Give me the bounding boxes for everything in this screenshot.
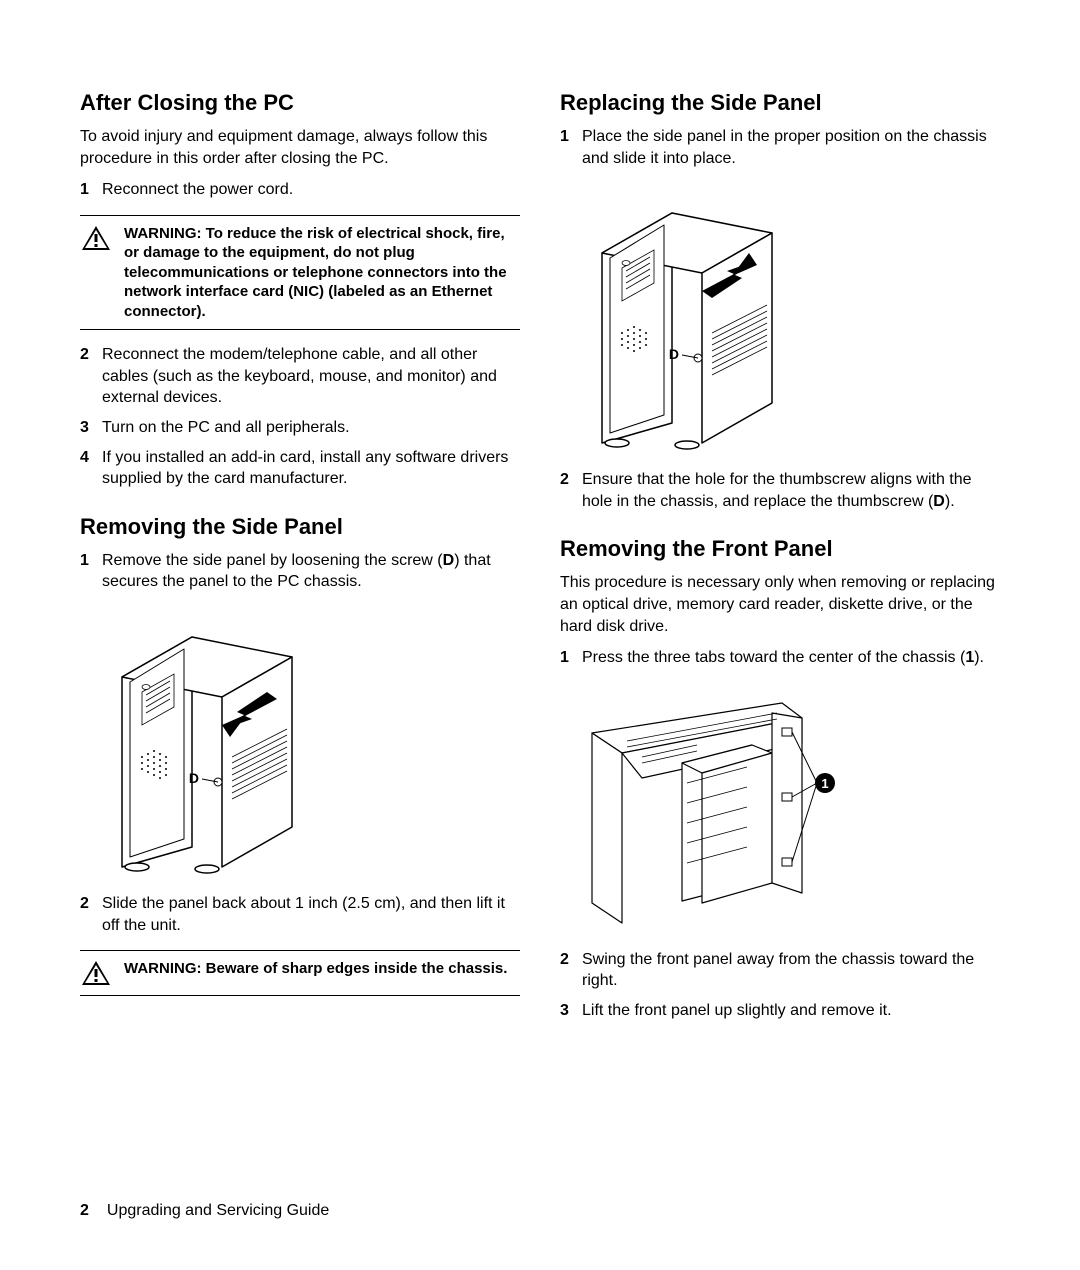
figure-front-panel: 1 [582, 683, 1000, 933]
step-text: Lift the front panel up slightly and rem… [582, 1002, 892, 1019]
step-text: Turn on the PC and all peripherals. [102, 419, 350, 436]
step-text: Remove the side panel by loosening the s… [102, 552, 491, 591]
heading-removing-front: Removing the Front Panel [560, 536, 1000, 562]
step-1: 1Remove the side panel by loosening the … [80, 550, 520, 593]
steps-removing-front-a: 1Press the three tabs toward the center … [560, 647, 1000, 669]
step-text: Ensure that the hole for the thumbscrew … [582, 471, 972, 510]
steps-removing-front-b: 2Swing the front panel away from the cha… [560, 949, 1000, 1022]
figure-label-d: D [189, 770, 199, 786]
step-2: 2Ensure that the hole for the thumbscrew… [560, 469, 1000, 512]
figure-side-panel-remove: D [102, 607, 520, 877]
warning-nic: WARNING: To reduce the risk of electrica… [80, 215, 520, 331]
step-2: 2Slide the panel back about 1 inch (2.5 … [80, 893, 520, 936]
steps-replacing-a: 1Place the side panel in the proper posi… [560, 126, 1000, 169]
step-text: Reconnect the power cord. [102, 181, 293, 198]
step-3: 3Lift the front panel up slightly and re… [560, 1000, 1000, 1022]
steps-after-closing-a: 1Reconnect the power cord. [80, 179, 520, 201]
step-text: Reconnect the modem/telephone cable, and… [102, 346, 497, 406]
warning-icon [80, 224, 112, 252]
heading-replacing-side: Replacing the Side Panel [560, 90, 1000, 116]
step-1: 1Reconnect the power cord. [80, 179, 520, 201]
figure-side-panel-replace: D [582, 183, 1000, 453]
left-column: After Closing the PC To avoid injury and… [80, 90, 520, 1036]
warning-icon [80, 959, 112, 987]
steps-removing-side-a: 1Remove the side panel by loosening the … [80, 550, 520, 593]
step-2: 2Swing the front panel away from the cha… [560, 949, 1000, 992]
heading-removing-side: Removing the Side Panel [80, 514, 520, 540]
page-footer: 2 Upgrading and Servicing Guide [80, 1202, 329, 1220]
footer-title: Upgrading and Servicing Guide [107, 1202, 329, 1219]
step-1: 1Place the side panel in the proper posi… [560, 126, 1000, 169]
steps-replacing-b: 2Ensure that the hole for the thumbscrew… [560, 469, 1000, 512]
steps-after-closing-b: 2Reconnect the modem/telephone cable, an… [80, 344, 520, 490]
step-1: 1Press the three tabs toward the center … [560, 647, 1000, 669]
step-text: Place the side panel in the proper posit… [582, 128, 987, 167]
heading-after-closing: After Closing the PC [80, 90, 520, 116]
step-2: 2Reconnect the modem/telephone cable, an… [80, 344, 520, 409]
step-text: Swing the front panel away from the chas… [582, 951, 974, 990]
two-column-layout: After Closing the PC To avoid injury and… [80, 90, 1000, 1036]
intro-removing-front: This procedure is necessary only when re… [560, 572, 1000, 637]
step-4: 4If you installed an add-in card, instal… [80, 447, 520, 490]
step-text: Press the three tabs toward the center o… [582, 649, 984, 666]
warning-sharp-edges: WARNING: Beware of sharp edges inside th… [80, 950, 520, 996]
step-text: Slide the panel back about 1 inch (2.5 c… [102, 895, 505, 934]
figure-label-d: D [669, 346, 679, 362]
intro-after-closing: To avoid injury and equipment damage, al… [80, 126, 520, 169]
figure-label-1: 1 [821, 776, 828, 791]
step-3: 3Turn on the PC and all peripherals. [80, 417, 520, 439]
warning-text: WARNING: To reduce the risk of electrica… [124, 224, 520, 322]
right-column: Replacing the Side Panel 1Place the side… [560, 90, 1000, 1036]
steps-removing-side-b: 2Slide the panel back about 1 inch (2.5 … [80, 893, 520, 936]
page-number: 2 [80, 1202, 89, 1219]
step-text: If you installed an add-in card, install… [102, 449, 508, 488]
warning-text: WARNING: Beware of sharp edges inside th… [124, 959, 507, 987]
